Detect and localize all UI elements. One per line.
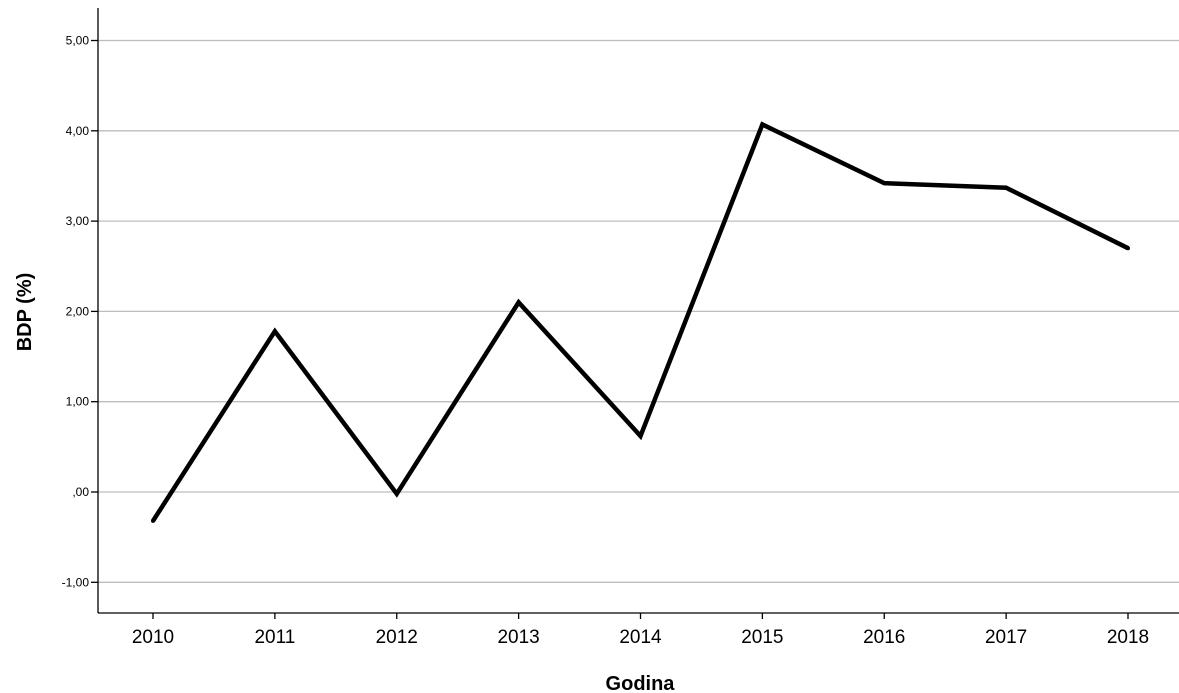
- data-point-2012: [394, 491, 399, 496]
- data-point-2011: [272, 329, 277, 334]
- y-tick-label: ,00: [72, 485, 89, 499]
- data-point-2016: [882, 181, 887, 186]
- y-tick-label: 5,00: [66, 34, 90, 48]
- y-tick-label: -1,00: [62, 575, 90, 589]
- data-point-2014: [638, 434, 643, 439]
- series-layer: [151, 121, 1130, 523]
- y-tick-labels: -1,00 ,00 1,00 2,00 3,00 4,00 5,00: [62, 34, 90, 590]
- x-axis-title: Godina: [606, 673, 676, 693]
- y-tick-label: 4,00: [66, 124, 90, 138]
- x-tick-label: 2012: [376, 627, 418, 648]
- axes: [91, 8, 1179, 619]
- x-tick-labels: 2010 2011 2012 2013 2014 2015 2016 2017 2018: [132, 627, 1149, 648]
- y-tick-label: 3,00: [66, 214, 90, 228]
- x-tick-label: 2015: [741, 627, 783, 648]
- data-point-2018: [1126, 246, 1130, 251]
- series-line: [151, 121, 1130, 523]
- data-point-2010: [151, 518, 155, 523]
- x-tick-label: 2017: [985, 627, 1027, 648]
- x-tick-label: 2011: [254, 627, 295, 648]
- y-axis-title: BDP (%): [14, 273, 36, 352]
- y-tick-label: 1,00: [66, 395, 90, 409]
- y-tick-label: 2,00: [66, 304, 90, 318]
- x-tick-label: 2016: [863, 627, 905, 648]
- gridlines: [98, 39, 1179, 583]
- x-tick-label: 2014: [619, 627, 662, 648]
- x-tick-label: 2018: [1107, 627, 1149, 648]
- data-point-2017: [1004, 185, 1009, 190]
- data-point-2013: [516, 300, 521, 305]
- x-tick-label: 2013: [497, 627, 539, 648]
- data-point-2015: [760, 122, 765, 127]
- x-tick-label: 2010: [132, 627, 174, 648]
